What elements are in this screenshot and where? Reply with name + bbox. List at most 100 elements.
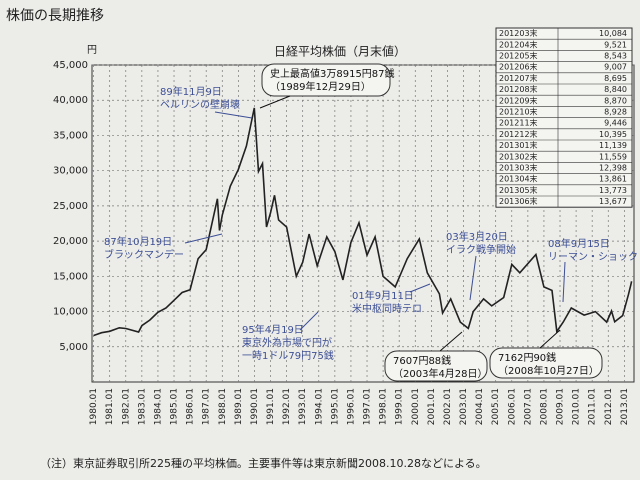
annotation: 7162円90銭 (498, 351, 556, 364)
x-tick-label: 2008.01 (539, 388, 549, 425)
x-tick-label: 1995.01 (330, 388, 340, 425)
annotation: 米中枢同時テロ (352, 302, 422, 315)
table-cell: 201212末 (499, 129, 538, 139)
x-tick-label: 2012.01 (604, 388, 614, 425)
table-cell: 201206末 (499, 62, 538, 72)
annotation: （1989年12月29日） (270, 80, 371, 93)
y-tick-label: 45,000 (53, 60, 88, 71)
table-cell: 8,695 (604, 74, 627, 83)
table-cell: 13,773 (599, 186, 627, 195)
annotation: 87年10月19日 (104, 235, 172, 248)
annotation: イラク戦争開始 (446, 243, 516, 256)
x-tick-label: 1982.01 (121, 388, 131, 425)
annotation-arrow (299, 311, 319, 331)
y-tick-label: 5,000 (59, 342, 88, 353)
annotation-arrow (539, 329, 561, 349)
table-cell: 201302末 (499, 151, 538, 161)
table-cell: 8,928 (604, 108, 627, 117)
x-tick-label: 1986.01 (186, 388, 196, 425)
x-tick-label: 1999.01 (395, 388, 405, 425)
y-tick-label: 35,000 (53, 130, 88, 141)
footnote: （注）東京証券取引所225種の平均株価。主要事件等は東京新聞2008.10.28… (40, 456, 487, 470)
table-cell: 9,521 (604, 40, 627, 49)
x-tick-label: 2010.01 (572, 388, 582, 425)
table-cell: 201208末 (499, 84, 538, 94)
x-tick-label: 2002.01 (443, 388, 453, 425)
x-tick-label: 1989.01 (234, 388, 244, 425)
x-tick-label: 2007.01 (523, 388, 533, 425)
annotation: 史上最高値3万8915円87銭 (270, 67, 395, 80)
table-cell: 9,446 (604, 119, 627, 128)
table-cell: 201207末 (499, 73, 538, 83)
table-cell: 201203末 (499, 28, 538, 38)
table-cell: 201303末 (499, 163, 538, 173)
annotation-arrow (469, 255, 477, 301)
table-cell: 8,840 (604, 85, 627, 94)
y-tick-label: 40,000 (53, 95, 88, 106)
annotation: 01年9月11日 (352, 289, 414, 302)
table-cell: 11,139 (599, 141, 627, 150)
x-tick-label: 1985.01 (170, 388, 180, 425)
x-tick-label: 1988.01 (218, 388, 228, 425)
page-header: 株価の長期推移 (6, 8, 104, 24)
y-tick-label: 20,000 (53, 236, 88, 247)
table-cell: 201304末 (499, 174, 538, 184)
table-cell: 8,543 (604, 52, 627, 61)
price-line (93, 107, 633, 337)
table-cell: 13,861 (599, 175, 627, 184)
annotation: ブラックマンデー (104, 248, 184, 261)
annotation: ベルリンの壁崩壊 (160, 98, 240, 111)
table-cell: 10,084 (599, 29, 627, 38)
annotation-arrow (184, 233, 223, 244)
table-cell: 201211末 (499, 118, 538, 128)
annotation: （2003年4月28日） (393, 367, 488, 380)
annotation-box (489, 347, 603, 379)
x-tick-label: 1998.01 (379, 388, 389, 425)
x-tick-label: 1987.01 (202, 388, 212, 425)
annotation-arrow (409, 283, 431, 293)
table-cell: 9,007 (604, 63, 627, 72)
x-tick-label: 2009.01 (556, 388, 566, 425)
annotation-arrow (214, 111, 253, 119)
annotation-arrow (439, 331, 463, 352)
table-cell: 10,395 (599, 130, 627, 139)
x-tick-label: 2005.01 (491, 388, 501, 425)
annotation-arrow (259, 95, 291, 109)
x-tick-label: 1993.01 (298, 388, 308, 425)
y-tick-label: 30,000 (53, 166, 88, 177)
table-cell: 201209末 (499, 95, 538, 105)
table-cell: 201301末 (499, 140, 538, 150)
x-tick-label: 1994.01 (314, 388, 324, 425)
table-cell: 201305末 (499, 185, 538, 195)
x-tick-label: 2013.01 (620, 388, 630, 425)
x-tick-label: 1992.01 (282, 388, 292, 425)
x-tick-label: 1983.01 (137, 388, 147, 425)
annotation-box (261, 63, 391, 97)
annotation: 95年4月19日 (242, 323, 304, 336)
annotation: リーマン・ショック (548, 251, 638, 263)
x-tick-label: 1981.01 (105, 388, 115, 425)
annotation-arrow (562, 261, 566, 303)
x-tick-label: 1980.01 (89, 388, 99, 425)
table-cell: 201306末 (499, 196, 538, 206)
annotation: 東京外為市場で円が (242, 336, 332, 349)
x-tick-label: 2011.01 (588, 388, 598, 425)
table-cell: 201210末 (499, 107, 538, 117)
annotation: 08年9月15日 (548, 237, 610, 250)
x-tick-label: 2004.01 (475, 388, 485, 425)
y-tick-label: 25,000 (53, 201, 88, 212)
annotation-box (384, 350, 488, 382)
annotation: （2008年10月27日） (498, 364, 599, 377)
table-cell: 13,677 (599, 197, 627, 206)
y-tick-label: 15,000 (53, 271, 88, 282)
annotation: 7607円88銭 (393, 354, 451, 367)
x-tick-label: 1984.01 (153, 388, 163, 425)
x-tick-label: 2000.01 (411, 388, 421, 425)
table-cell: 11,559 (599, 152, 627, 161)
annotation: 一時1ドル79円75銭 (242, 349, 334, 362)
x-tick-label: 2006.01 (507, 388, 517, 425)
y-unit: 円 (87, 45, 97, 56)
y-tick-label: 10,000 (53, 307, 88, 318)
annotation: 03年3月20日 (446, 230, 508, 243)
